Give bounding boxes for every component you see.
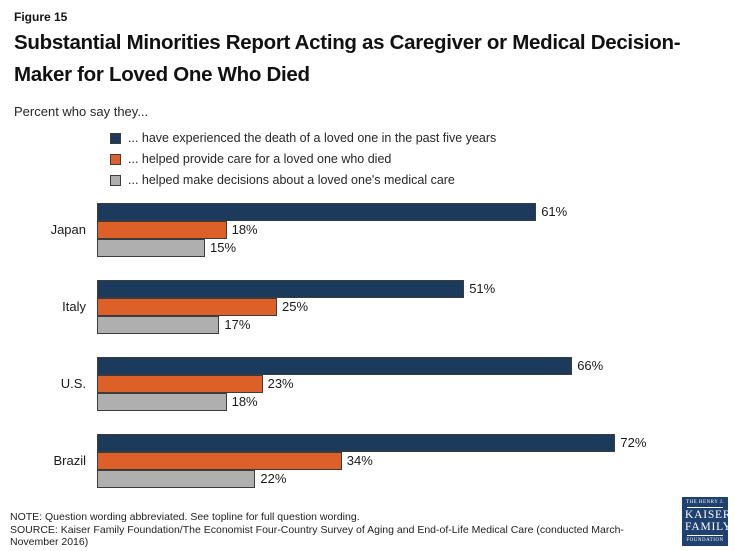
logo-divider (687, 506, 723, 508)
bar (97, 220, 227, 239)
bar-stack: 66% 23% 18% (97, 356, 721, 411)
bar (97, 374, 263, 393)
bar (97, 356, 573, 375)
legend-label: ... helped provide care for a loved one … (128, 152, 392, 167)
bar (97, 451, 342, 470)
legend-label: ... helped make decisions about a loved … (128, 173, 455, 188)
bar-stack: 51% 25% 17% (97, 279, 721, 334)
value-label: 17% (224, 317, 251, 333)
figure-label: Figure 15 (14, 10, 68, 24)
bar-group: Brazil 72% 34% 22% (14, 433, 721, 488)
value-label: 66% (577, 358, 604, 374)
legend-item: ... helped provide care for a loved one … (110, 149, 721, 170)
logo-divider (687, 535, 723, 537)
value-label: 23% (267, 376, 294, 392)
bar (97, 297, 277, 316)
bar (97, 469, 256, 488)
value-label: 15% (210, 240, 237, 256)
note-text: NOTE: Question wording abbreviated. See … (10, 510, 360, 523)
bar-row: 23% (97, 374, 721, 393)
bar-group: Italy 51% 25% 17% (14, 279, 721, 334)
value-label: 18% (231, 394, 258, 410)
footer: NOTE: Question wording abbreviated. See … (10, 511, 672, 549)
logo-line-foundation: FOUNDATION (686, 537, 724, 543)
bar-row: 25% (97, 297, 721, 316)
value-label: 25% (282, 299, 309, 315)
value-label: 61% (541, 204, 568, 220)
value-label: 22% (260, 471, 287, 487)
value-label: 51% (469, 281, 496, 297)
bar-row: 22% (97, 469, 721, 488)
value-label: 34% (346, 453, 373, 469)
value-label: 72% (620, 435, 647, 451)
legend-item: ... helped make decisions about a loved … (110, 170, 721, 191)
bar (97, 433, 616, 452)
legend-label: ... have experienced the death of a love… (128, 131, 497, 146)
bar-group: Japan 61% 18% 15% (14, 202, 721, 257)
bar-chart: Japan 61% 18% 15% Italy 51% 25% 17% U.S. 66% 23% 18… (14, 202, 721, 488)
bar-row: 15% (97, 238, 721, 257)
bar-row: 17% (97, 315, 721, 334)
bar (97, 392, 227, 411)
category-label: Japan (50, 222, 86, 238)
bar-row: 66% (97, 356, 721, 375)
logo-line-henry: THE HENRY J. (685, 500, 725, 505)
bar-stack: 72% 34% 22% (97, 433, 721, 488)
bar-row: 51% (97, 279, 721, 298)
page-title: Substantial Minorities Report Acting as … (14, 31, 681, 87)
logo-line-kaiser: KAISER (685, 508, 732, 521)
legend-item: ... have experienced the death of a love… (110, 128, 721, 149)
bar-row: 34% (97, 451, 721, 470)
bar-row: 72% (97, 433, 721, 452)
bar-row: 61% (97, 202, 721, 221)
chart-subtitle: Percent who say they... (14, 103, 149, 119)
value-label: 18% (231, 222, 258, 238)
logo-line-family: FAMILY (685, 520, 732, 533)
category-label: Brazil (53, 453, 86, 469)
source-text: SOURCE: Kaiser Family Foundation/The Eco… (10, 523, 624, 549)
legend-swatch-icon (110, 153, 121, 165)
bar-stack: 61% 18% 15% (97, 202, 721, 257)
bar (97, 202, 537, 221)
legend: ... have experienced the death of a love… (110, 128, 721, 191)
category-label: U.S. (60, 376, 86, 392)
bar (97, 238, 205, 257)
bar-row: 18% (97, 392, 721, 411)
legend-swatch-icon (110, 132, 121, 144)
category-label: Italy (62, 299, 86, 315)
bar-row: 18% (97, 220, 721, 239)
bar (97, 279, 465, 298)
legend-swatch-icon (110, 174, 121, 186)
bar-group: U.S. 66% 23% 18% (14, 356, 721, 411)
kff-logo: THE HENRY J. KAISER FAMILY FOUNDATION (682, 497, 732, 546)
bar (97, 315, 220, 334)
